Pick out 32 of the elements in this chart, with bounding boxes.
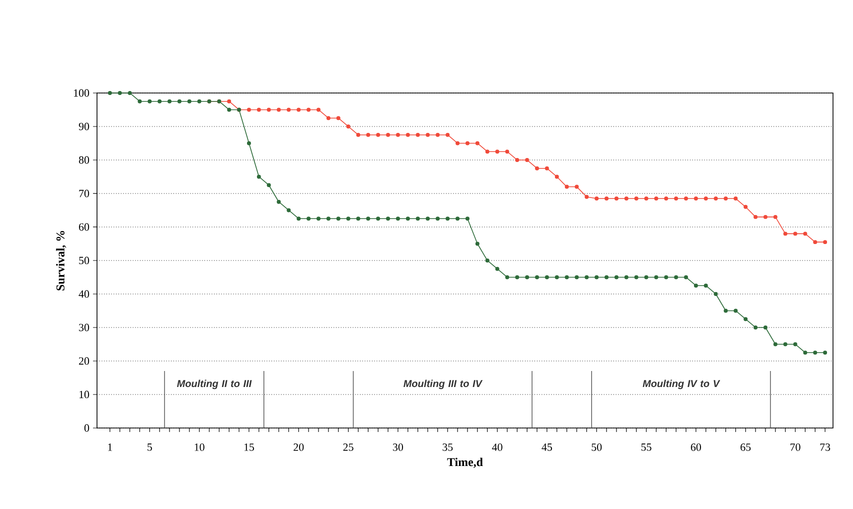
y-tick-label: 10: [79, 390, 90, 398]
x-tick-label: 20: [294, 444, 304, 451]
x-tick-label: 50: [592, 444, 602, 451]
x-tick-label: 73: [820, 444, 830, 451]
y-tick-label: 60: [78, 223, 90, 231]
x-tick-label: 25: [343, 444, 354, 451]
y-tick-label: 100: [74, 89, 90, 97]
x-tick-label: 35: [442, 444, 453, 451]
y-tick-label: 20: [79, 357, 90, 365]
x-tick-label: 65: [740, 444, 751, 451]
x-tick-label: 70: [790, 444, 800, 451]
x-tick-label: 1: [108, 444, 112, 451]
y-tick-label: 40: [78, 290, 90, 298]
x-tick-label: 30: [393, 444, 404, 451]
y-tick-label: 0: [84, 424, 90, 432]
y-tick-label: 90: [78, 122, 90, 130]
annotation: Moulting IV to V: [642, 380, 720, 390]
x-tick-label: 5: [148, 444, 152, 451]
y-tick-label: 30: [79, 324, 90, 332]
x-tick-label: 60: [690, 444, 701, 451]
annotation: Moulting II to III: [177, 380, 252, 390]
x-tick-label: 15: [244, 444, 254, 451]
y-tick-label: 80: [78, 156, 90, 164]
x-tick-label: 55: [641, 444, 652, 451]
y-axis-title: Survival, %: [56, 231, 66, 290]
y-tick-label: 50: [79, 256, 90, 264]
x-tick-label: 10: [194, 444, 204, 451]
x-tick-label: 45: [542, 444, 552, 451]
annotation: Moulting III to IV: [404, 380, 483, 390]
x-axis-title: Time,d: [447, 458, 483, 468]
y-tick-label: 70: [79, 190, 90, 198]
x-tick-label: 40: [492, 444, 502, 451]
